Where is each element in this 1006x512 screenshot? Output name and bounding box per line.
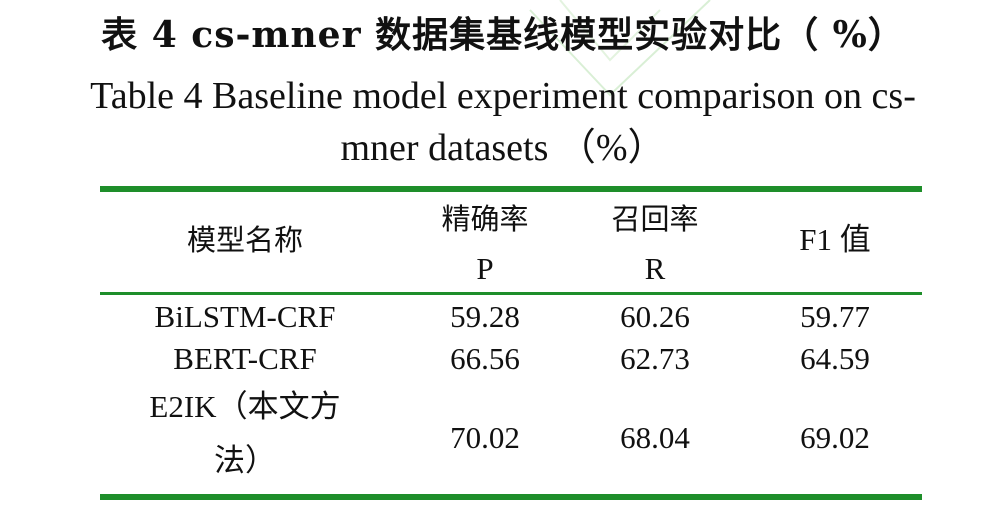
row-e2ik-recall: 68.04 [620,420,690,455]
table-title-english-line1: Table 4 Baseline model experiment compar… [90,75,916,117]
row-e2ik-model-line2: 法） [214,443,276,478]
watermark-graphic [529,0,711,97]
row-bilstm-recall: 60.26 [620,299,690,334]
row-e2ik-model-line1: E2IK（本文方 [149,389,341,424]
table-top-rule [100,186,922,192]
table-header-rule [100,292,922,295]
table-title-english: Table 4 Baseline model experiment compar… [0,70,1006,174]
table-title-chinese: 表 4 cs-mner 数据集基线模型实验对比（ %） [101,14,905,56]
header-precision-en: P [476,251,494,286]
header-f1: F1 值 [799,222,871,257]
table-bottom-rule [100,494,922,500]
header-recall-cn: 召回率 [611,202,699,236]
row-bert-recall: 62.73 [620,341,690,376]
row-bert-precision: 66.56 [450,341,520,376]
header-precision-cn: 精确率 [441,202,529,236]
row-bilstm-model: BiLSTM-CRF [154,299,336,334]
header-model-name: 模型名称 [186,223,303,257]
row-bilstm-precision: 59.28 [450,299,520,334]
row-bert-model: BERT-CRF [173,341,317,376]
row-e2ik-precision: 70.02 [450,420,520,455]
row-e2ik-f1: 69.02 [800,420,870,455]
row-bert-f1: 64.59 [800,341,870,376]
table-title-english-line2: mner datasets （%） [340,127,666,169]
row-bilstm-f1: 59.77 [800,299,870,334]
header-recall-en: R [644,251,666,286]
